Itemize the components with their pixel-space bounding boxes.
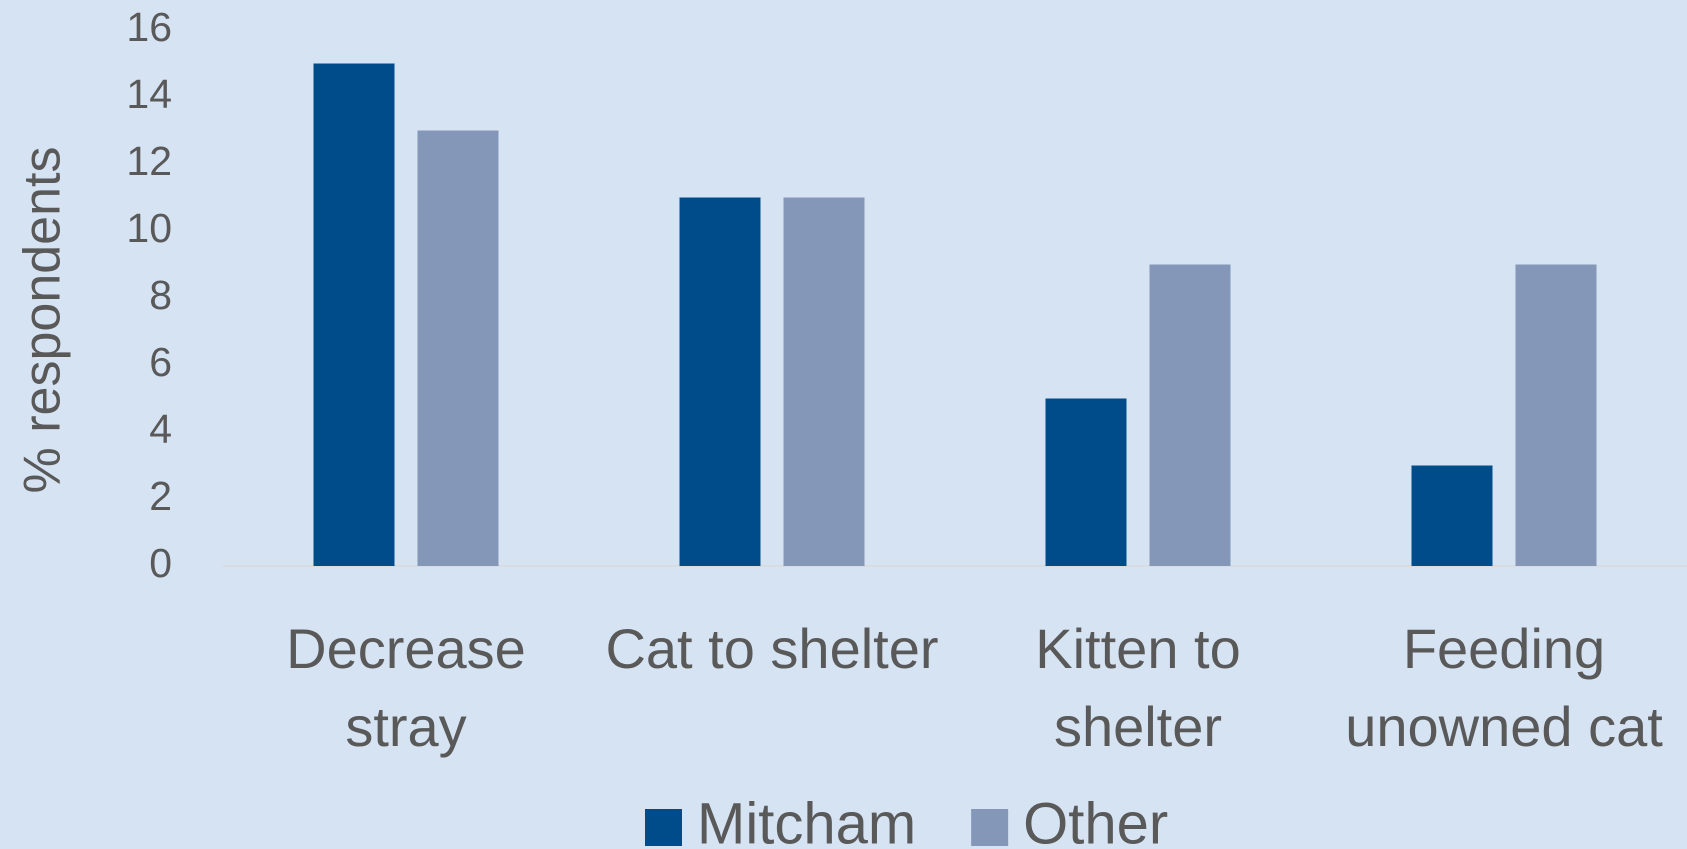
y-tick-label: 14 xyxy=(126,71,172,117)
y-tick-label: 16 xyxy=(126,4,172,50)
x-tick-label: Cat to shelter xyxy=(605,617,939,680)
x-tick-label: Feeding unowned cat xyxy=(1345,617,1663,758)
y-axis-title: % respondents xyxy=(14,147,72,494)
y-tick-label: 0 xyxy=(149,540,172,586)
x-tick-label: Kitten to shelter xyxy=(1035,617,1241,758)
bar xyxy=(783,197,865,566)
y-tick-label: 2 xyxy=(149,473,172,519)
y-tick-label: 6 xyxy=(149,339,172,385)
legend-swatch xyxy=(645,809,682,846)
y-tick-label: 10 xyxy=(126,205,172,251)
legend-label: Other xyxy=(1023,791,1168,849)
bar xyxy=(1149,264,1231,566)
bar xyxy=(679,197,761,566)
legend-swatch xyxy=(971,809,1009,846)
bar xyxy=(313,63,395,566)
legend-label: Mitcham xyxy=(697,791,916,849)
bar xyxy=(1045,398,1127,566)
bar xyxy=(1411,465,1493,566)
x-tick-label: Decrease stray xyxy=(286,617,526,758)
bar xyxy=(417,130,499,566)
y-tick-label: 8 xyxy=(149,272,172,318)
bar xyxy=(1515,264,1597,566)
y-tick-label: 12 xyxy=(126,138,172,184)
y-tick-label: 4 xyxy=(149,406,172,452)
